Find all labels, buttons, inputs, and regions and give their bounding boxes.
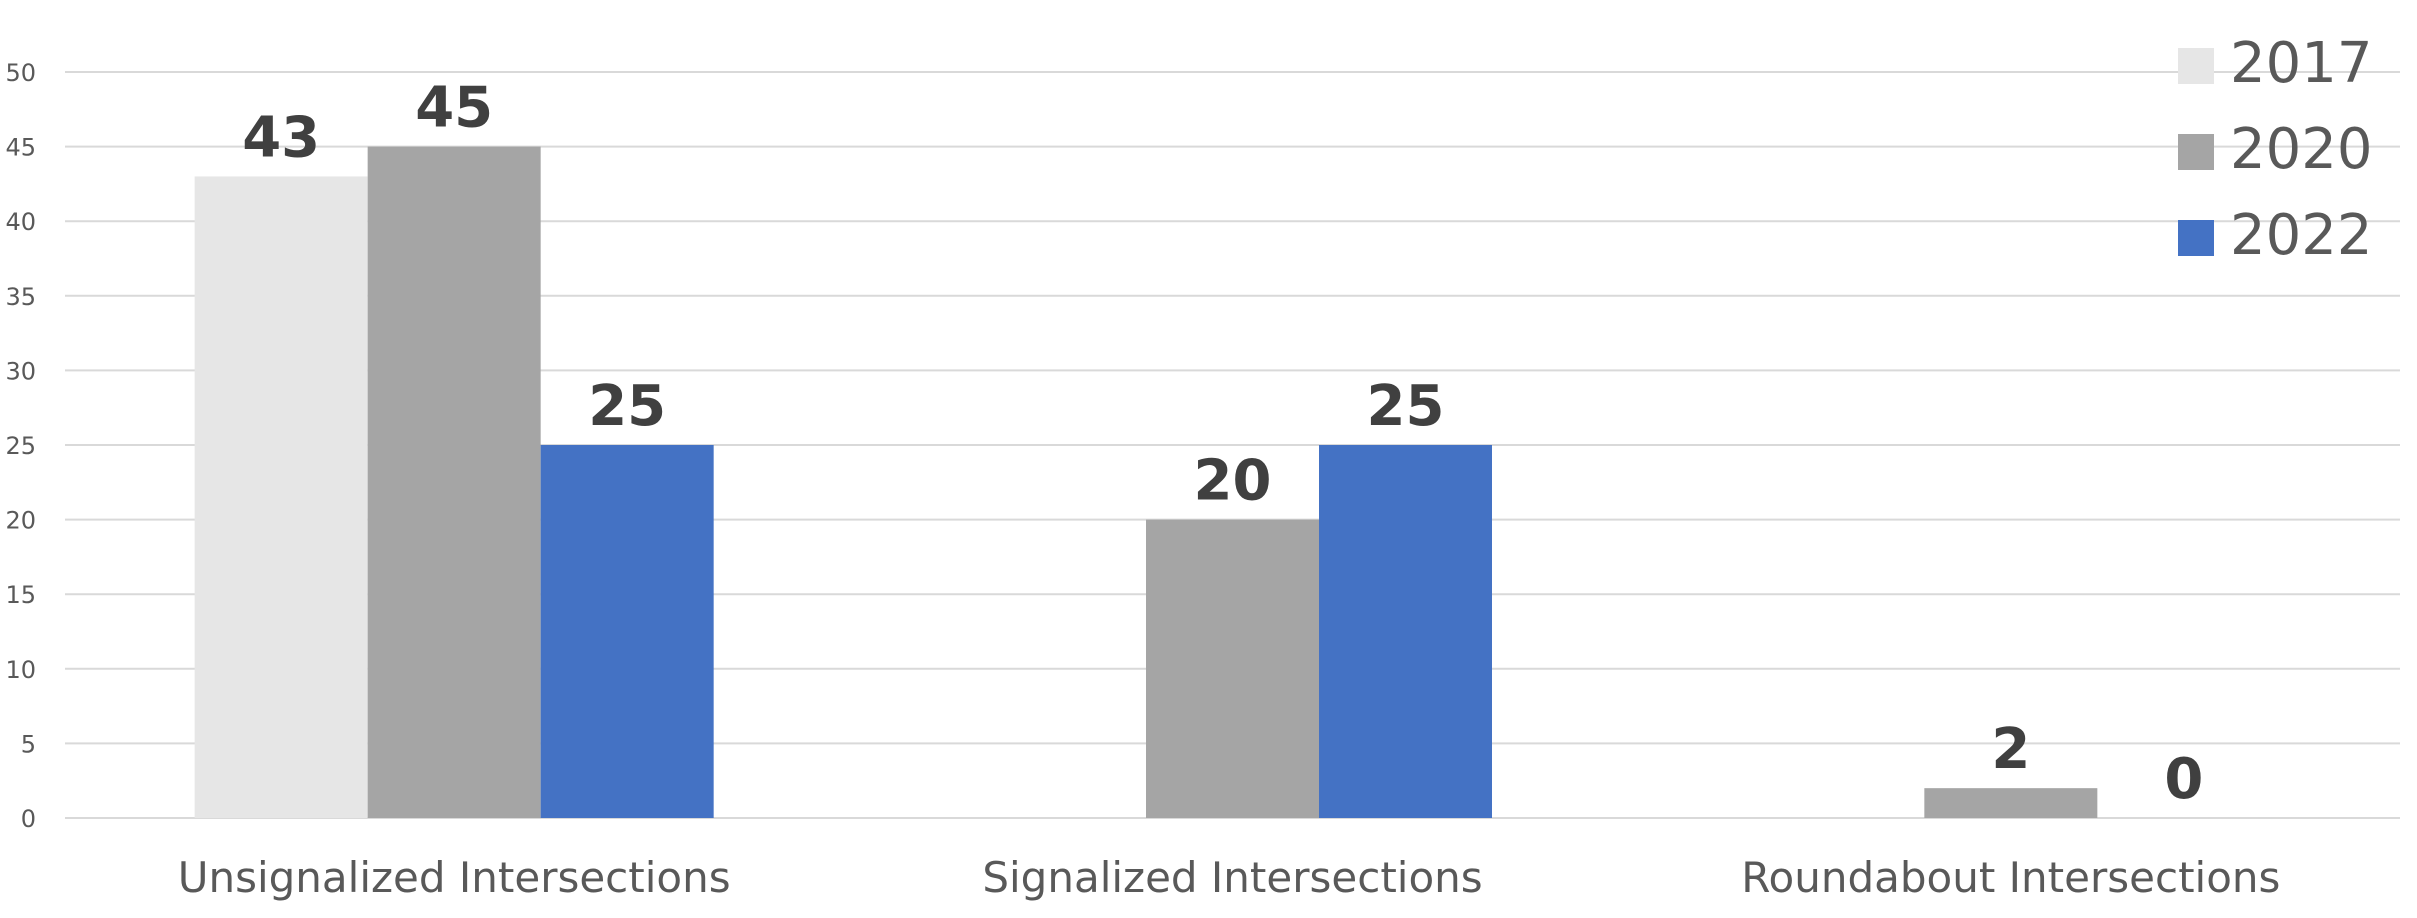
bar-2020 (1924, 788, 2098, 818)
y-tick-label: 40 (5, 208, 36, 236)
y-tick-label: 0 (21, 805, 36, 833)
category-label: Signalized Intersections (982, 853, 1482, 902)
legend-label: 2017 (2230, 31, 2373, 96)
y-axis-tick-labels: 0 5 10 15 20 25 30 35 40 45 50 (5, 59, 36, 833)
bar-2022 (540, 445, 714, 818)
category-labels: Unsignalized Intersections Signalized Int… (178, 853, 2281, 902)
category-label: Unsignalized Intersections (178, 853, 731, 902)
bar-2020 (1146, 519, 1319, 818)
bar-2022 (1319, 445, 1492, 818)
data-label: 20 (1194, 449, 1272, 514)
data-label: 43 (242, 105, 320, 170)
data-label: 2 (1991, 717, 2030, 782)
y-tick-label: 10 (5, 656, 36, 684)
y-tick-label: 25 (5, 432, 36, 460)
data-label: 25 (1367, 374, 1445, 439)
category-label: Roundabout Intersections (1741, 853, 2280, 902)
bar-2017 (194, 176, 368, 818)
y-tick-label: 35 (5, 283, 36, 311)
legend-label: 2020 (2230, 117, 2373, 182)
data-label: 25 (588, 374, 666, 439)
legend-swatch-2022 (2178, 220, 2214, 256)
y-tick-label: 5 (21, 730, 36, 758)
bar-2020 (367, 146, 541, 819)
y-tick-label: 50 (5, 59, 36, 87)
data-label: 45 (415, 76, 493, 141)
legend-swatch-2020 (2178, 134, 2214, 170)
y-tick-label: 45 (5, 134, 36, 162)
legend-label: 2022 (2230, 203, 2373, 268)
y-tick-label: 30 (5, 357, 36, 385)
y-tick-label: 20 (5, 507, 36, 535)
y-tick-label: 15 (5, 581, 36, 609)
data-label: 0 (2164, 747, 2203, 812)
bars (194, 146, 2098, 819)
legend-swatch-2017 (2178, 48, 2214, 84)
legend: 2017 2020 2022 (2178, 31, 2373, 268)
